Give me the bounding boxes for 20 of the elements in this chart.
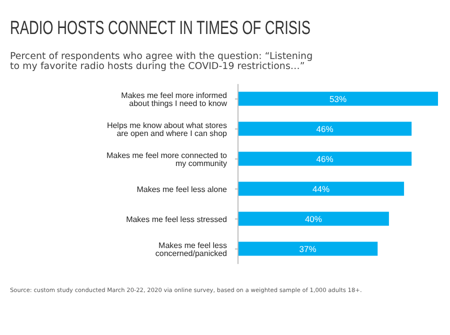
y-tick-label: Makes me feel more connected to my community [106, 150, 228, 168]
data-label: 46% [316, 154, 334, 164]
bar [238, 212, 389, 226]
y-tick-label: Helps me know about what stores are open and where I can shop [106, 120, 228, 138]
data-label: 37% [299, 244, 317, 254]
chart-title: RADIO HOSTS CONNECT IN TIMES OF CRISIS [10, 18, 310, 40]
y-tick-label: Makes me feel less concerned/panicked [155, 240, 227, 258]
bar [238, 152, 412, 166]
data-label: 46% [316, 124, 334, 134]
bar [238, 122, 412, 136]
data-label: 44% [312, 184, 330, 194]
y-tick-label: Makes me feel more informed about things I need to know [121, 90, 228, 108]
y-tick-label: Makes me feel less stressed [126, 214, 227, 224]
text: Percent of respondents who agree with the question: “Listening to my favorite radio hosts during the COVID-19 restrictions…” [10, 51, 314, 72]
y-tick-label: Makes me feel less alone [136, 184, 228, 194]
data-label: 53% [329, 94, 347, 104]
bar [238, 242, 378, 256]
bar [238, 182, 404, 196]
data-label: 40% [304, 214, 322, 224]
bar [238, 92, 438, 106]
